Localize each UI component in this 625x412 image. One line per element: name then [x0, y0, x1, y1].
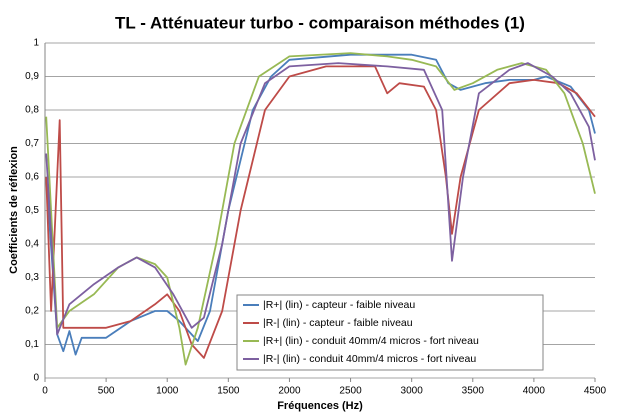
y-tick-label: 0,4 — [25, 239, 39, 250]
legend-box — [236, 294, 544, 371]
y-tick-label: 0,2 — [25, 306, 39, 317]
x-tick-label: 3000 — [401, 386, 424, 397]
y-tick-label: 0,3 — [25, 272, 39, 283]
y-tick-label: 0,1 — [25, 339, 39, 350]
x-tick-label: 3500 — [462, 386, 485, 397]
legend-label: |R+| (lin) - capteur - faible niveau — [263, 299, 415, 311]
y-tick-label: 0,5 — [25, 205, 39, 216]
y-tick-label: 0,8 — [25, 105, 39, 116]
chart-title: TL - Atténuateur turbo - comparaison mét… — [115, 13, 525, 32]
x-tick-label: 4000 — [523, 386, 546, 397]
y-tick-label: 0,9 — [25, 71, 39, 82]
x-tick-label: 2500 — [339, 386, 362, 397]
x-tick-label: 500 — [98, 386, 115, 397]
legend-label: |R-| (lin) - conduit 40mm/4 micros - for… — [263, 353, 476, 365]
x-axis-label: Fréquences (Hz) — [277, 400, 363, 412]
series-line — [45, 53, 596, 356]
y-axis-label: Coefficients de réflexion — [8, 146, 20, 274]
x-tick-label: 0 — [42, 386, 48, 397]
x-tick-label: 1000 — [156, 386, 179, 397]
x-tick-label: 4500 — [584, 386, 607, 397]
series-line — [45, 65, 596, 359]
series-line — [45, 62, 596, 336]
y-tick-label: 0 — [33, 373, 39, 384]
y-tick-label: 0,6 — [25, 172, 39, 183]
x-tick-label: 1500 — [217, 386, 240, 397]
legend-label: |R-| (lin) - capteur - faible niveau — [263, 317, 413, 329]
y-tick-label: 0,7 — [25, 138, 39, 149]
legend-label: |R+| (lin) - conduit 40mm/4 micros - for… — [263, 335, 479, 347]
y-tick-label: 1 — [33, 38, 39, 49]
x-tick-label: 2000 — [278, 386, 301, 397]
